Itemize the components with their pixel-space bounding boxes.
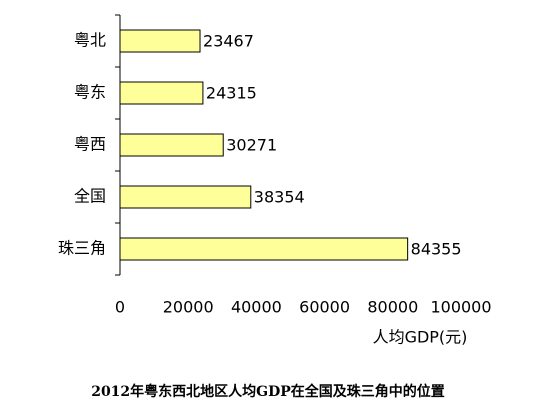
y-tick-label: 粤北	[74, 31, 106, 50]
bar	[119, 237, 409, 261]
x-tick-label: 20000	[163, 298, 214, 317]
x-tick-label: 60000	[299, 298, 350, 317]
x-axis-title: 人均GDP(元)	[373, 328, 468, 347]
y-tick-label: 全国	[74, 187, 106, 206]
x-tick-label: 100000	[430, 298, 491, 317]
value-label: 24315	[206, 84, 257, 103]
bar	[119, 29, 201, 53]
bar	[119, 133, 224, 157]
value-label: 38354	[254, 188, 305, 207]
x-tick-label: 40000	[231, 298, 282, 317]
x-tick-label: 80000	[367, 298, 418, 317]
x-tick-label: 0	[115, 298, 125, 317]
y-tick-label: 珠三角	[58, 239, 106, 258]
y-tick-label: 粤东	[74, 83, 106, 102]
y-tick-label: 粤西	[74, 135, 106, 154]
value-label: 23467	[203, 32, 254, 51]
bar	[119, 81, 204, 105]
bar	[119, 185, 252, 209]
chart-title: 2012年粤东西北地区人均GDP在全国及珠三角中的位置	[91, 383, 445, 400]
value-label: 30271	[226, 136, 277, 155]
value-label: 84355	[411, 240, 462, 259]
